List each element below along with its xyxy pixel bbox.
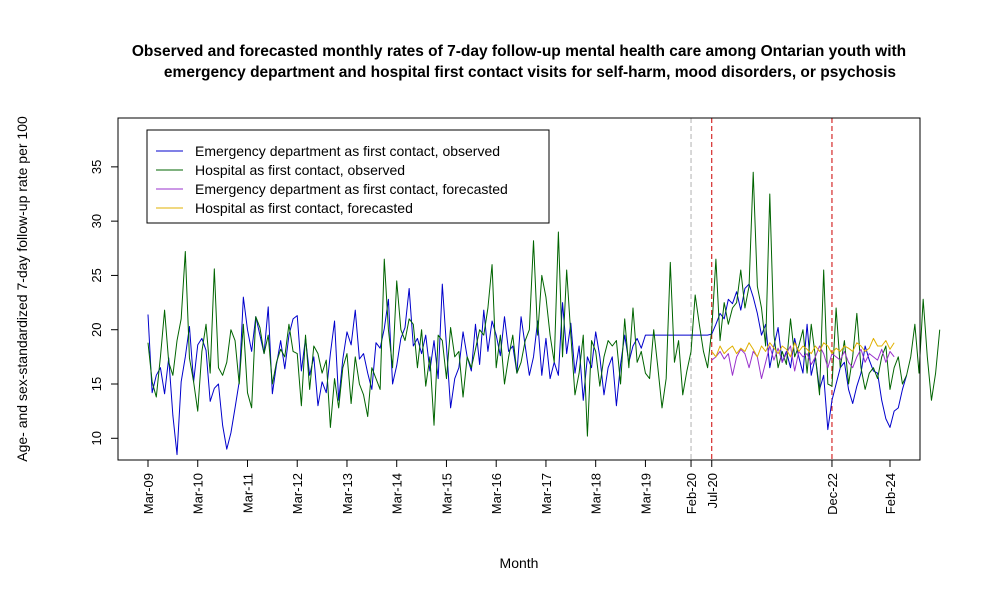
x-tick-label-Mar-18: Mar-18 [589,473,604,514]
x-tick-label-Mar-14: Mar-14 [390,473,405,514]
chart-title-line2: emergency department and hospital first … [164,64,896,81]
chart-title-line1: Observed and forecasted monthly rates of… [132,43,906,60]
y-tick-label-20: 20 [89,322,104,336]
y-tick-label-25: 25 [89,268,104,282]
x-tick-label-Mar-16: Mar-16 [489,473,504,514]
x-tick-label-Feb-20: Feb-20 [684,473,699,514]
y-tick-label-35: 35 [89,160,104,174]
y-tick-label-10: 10 [89,431,104,445]
x-tick-label-Mar-09: Mar-09 [141,473,156,514]
x-tick-label-Feb-24: Feb-24 [883,473,898,514]
x-tick-label-Mar-10: Mar-10 [191,473,206,514]
series-line-2 [711,345,895,380]
series-line-0 [147,283,908,456]
y-axis: 10 15 20 25 30 35 [89,160,119,446]
x-tick-label-Dec-22: Dec-22 [825,473,840,515]
series-line-1 [147,171,941,437]
x-axis-title: Month [500,555,539,571]
x-tick-label-Mar-19: Mar-19 [638,473,653,514]
series-lines [147,171,941,456]
x-tick-label-Mar-15: Mar-15 [439,473,454,514]
x-tick-label-Jul-20: Jul-20 [705,473,720,508]
y-tick-label-30: 30 [89,214,104,228]
x-axis: Mar-09 Mar-10 Mar-11 Mar-12 Mar-13 Mar-14 Mar-… [141,459,898,515]
series-line-3 [711,337,895,358]
x-tick-label-Mar-17: Mar-17 [539,473,554,514]
legend-box [146,129,550,224]
legend-label-1: Hospital as first contact, observed [195,162,405,178]
reference-lines [690,118,833,460]
legend-label-3: Hospital as first contact, forecasted [195,200,413,216]
legend-label-0: Emergency department as first contact, o… [195,143,500,159]
legend-label-2: Emergency department as first contact, f… [195,181,508,197]
y-tick-label-15: 15 [89,377,104,391]
x-tick-label-Mar-12: Mar-12 [290,473,305,514]
x-tick-label-Mar-11: Mar-11 [240,473,255,513]
x-tick-label-Mar-13: Mar-13 [340,473,355,514]
legend: Emergency department as first contact, o… [146,129,550,224]
y-axis-title: Age- and sex-standardized 7-day follow-u… [14,116,30,462]
